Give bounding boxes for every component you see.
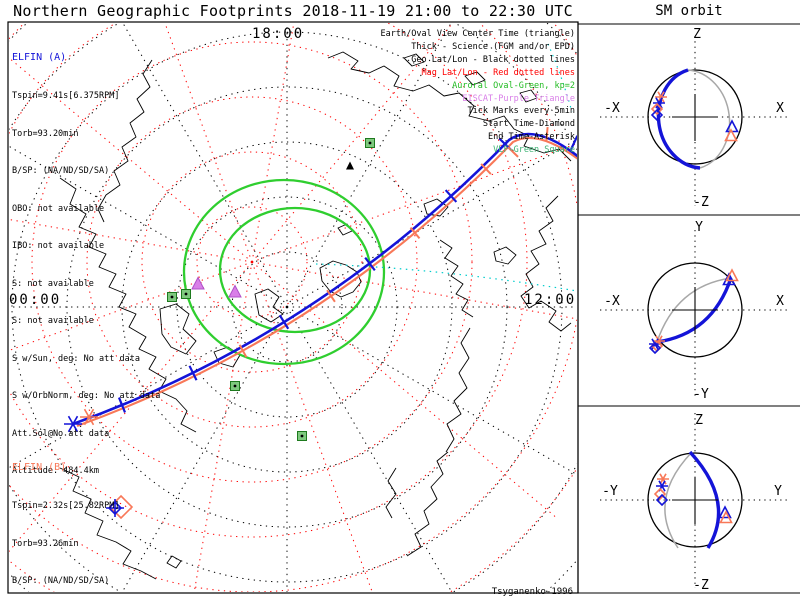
info-line: Att.Sol@No att data <box>12 428 110 439</box>
auroral-oval <box>182 178 386 366</box>
info-line: Altitude: 484.4km <box>12 466 99 476</box>
axis-label: -X <box>604 101 620 116</box>
orbit-near-arc <box>688 450 721 549</box>
sm-orbit-title: SM orbit <box>655 3 723 19</box>
elfin-b-info: ELFIN (B) Tspin=2.32s[25.82RPM] Torb=93.… <box>12 436 160 600</box>
info-line: S w/Sun, deg: No att data <box>12 353 140 364</box>
elfin-a-info: ELFIN (A) Tspin=9.41s[6.375RPM] Torb=93.… <box>12 26 160 490</box>
triangle-marker-a <box>725 120 739 133</box>
vlf-square-marker <box>230 381 240 391</box>
asterisk-marker-a <box>655 479 669 493</box>
info-line: Torb=93.20min <box>12 128 79 139</box>
legend-item: VLF-Green Square <box>493 145 575 156</box>
elfin-b-title: ELFIN (B) <box>12 462 67 473</box>
page-title: Northern Geographic Footprints 2018-11-1… <box>13 2 573 20</box>
legend: Earth/Oval View Center Time (triangle) T… <box>381 28 575 157</box>
axis-label: Y <box>774 484 782 499</box>
cyan-dotted-line <box>315 43 577 292</box>
axis-label: -Z <box>693 578 709 593</box>
sm-panel-yz: Z -Y Y -Z <box>600 413 790 593</box>
axis-label: -X <box>604 294 620 309</box>
legend-item: Auroral Oval-Green, kp=2 <box>452 80 575 91</box>
orbit-near-arc <box>656 68 701 170</box>
eiscat-triangle-marker <box>228 285 242 298</box>
sm-orbit-frame <box>577 22 800 594</box>
legend-item: Mag Lat/Lon - Red dotted lines <box>421 67 575 78</box>
view-center-triangle-marker <box>346 161 354 170</box>
legend-item: Thick - Science (FGM and/or EPD) <box>411 41 575 52</box>
info-line: OBO: not available <box>12 203 105 214</box>
axis-label: Y <box>695 220 703 235</box>
geo-grid <box>9 23 577 592</box>
info-line: S w/OrbNorm, deg: No att data <box>12 391 161 401</box>
info-line: S: not available <box>12 316 94 326</box>
legend-item: Start Time-Diamond <box>482 119 575 130</box>
asterisk-marker-b <box>656 472 670 486</box>
info-line: Tspin=2.32s[25.82RPM] <box>12 501 120 511</box>
axis-label: -Y <box>602 484 618 499</box>
orbit-far-arc <box>664 451 693 549</box>
elfin-b-track <box>76 136 577 427</box>
elfin-a-title: ELFIN (A) <box>12 52 67 63</box>
vlf-square-marker <box>365 138 375 148</box>
info-line: B/SP: (NA/ND/SD/SA) <box>12 166 110 176</box>
start-time-diamond <box>106 494 134 520</box>
mlt-label-1200: 12:00 <box>524 292 577 308</box>
model-label: Tsyganenko-1996 <box>491 587 573 597</box>
vlf-square-marker <box>297 431 307 441</box>
info-line: IBO: not available <box>12 241 105 251</box>
sm-panel-xz: Z -X X -Z <box>600 27 790 210</box>
legend-item: Geo Lat/Lon - Black dotted lines <box>411 54 575 65</box>
mlt-label-0000: 00:00 <box>9 292 62 308</box>
track-ticks <box>117 126 577 413</box>
sm-panel-xy: Y -X X -Y <box>600 220 790 402</box>
axis-label: -Z <box>693 195 709 210</box>
mlt-label-1800: 18:00 <box>252 26 305 42</box>
orbit-far-arc <box>656 277 732 343</box>
credits: Tsyganenko-1996 Created: Sun Jan 29 09:2… <box>313 560 573 600</box>
eiscat-triangle-marker <box>191 277 205 290</box>
axis-label: Z <box>693 27 701 42</box>
axis-label: X <box>776 294 784 309</box>
vlf-square-marker <box>167 292 177 302</box>
orbit-far-arc <box>687 69 731 169</box>
orbit-near-arc <box>656 277 733 344</box>
legend-item: EISCAT-Purple Triangle <box>462 93 575 104</box>
info-line: B/SP: (NA/ND/SD/SA) <box>12 576 110 586</box>
elfin-a-track <box>72 132 577 426</box>
vlf-square-marker <box>181 289 191 299</box>
info-line: Torb=93.26min <box>12 538 79 549</box>
axis-label: X <box>776 101 784 116</box>
mag-grid <box>9 23 577 592</box>
legend-item: End Time-Asterisk <box>488 132 575 143</box>
legend-item: Tick Marks every 5min <box>467 106 575 117</box>
info-line: S: not available <box>12 278 94 289</box>
axis-label: Z <box>695 413 703 428</box>
map-contents <box>9 23 577 592</box>
legend-item: Earth/Oval View Center Time (triangle) <box>380 29 575 39</box>
axis-label: -Y <box>693 387 709 402</box>
info-line: Tspin=9.41s[6.375RPM] <box>12 91 120 101</box>
